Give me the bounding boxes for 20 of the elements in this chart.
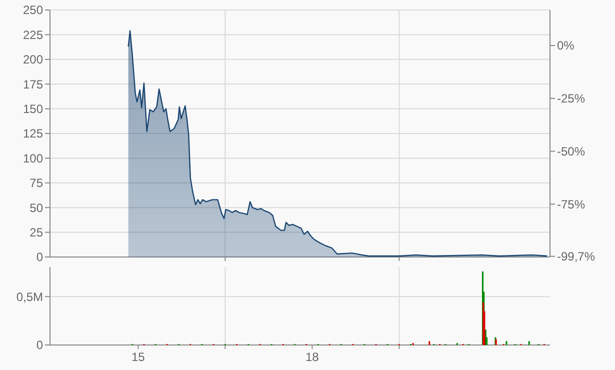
x-tick-label: 18 — [306, 350, 320, 364]
y-tick-label: 50 — [30, 200, 44, 215]
y-tick-label: 125 — [22, 126, 44, 141]
y2-tick-label: -99,7% — [557, 250, 596, 264]
y2-tick-label: -25% — [557, 92, 586, 106]
y-tick-label: 0 — [36, 338, 44, 352]
y2-tick-label: 0% — [557, 38, 575, 53]
y-tick-label: 100 — [22, 151, 44, 166]
y-tick-label: 75 — [30, 176, 44, 190]
y-tick-label: 25 — [30, 226, 44, 240]
y2-tick-label: -50% — [557, 144, 586, 158]
y-tick-label: 0 — [36, 250, 44, 264]
y-tick-label: 175 — [22, 77, 44, 92]
x-tick-label: 15 — [131, 350, 146, 364]
y-tick-label: 150 — [22, 102, 44, 116]
y-tick-label: 0,5M — [16, 290, 43, 304]
y-tick-label: 225 — [22, 28, 44, 42]
y2-tick-label: -75% — [557, 197, 586, 212]
y-tick-label: 200 — [22, 52, 44, 67]
y-tick-label: 250 — [22, 3, 44, 18]
